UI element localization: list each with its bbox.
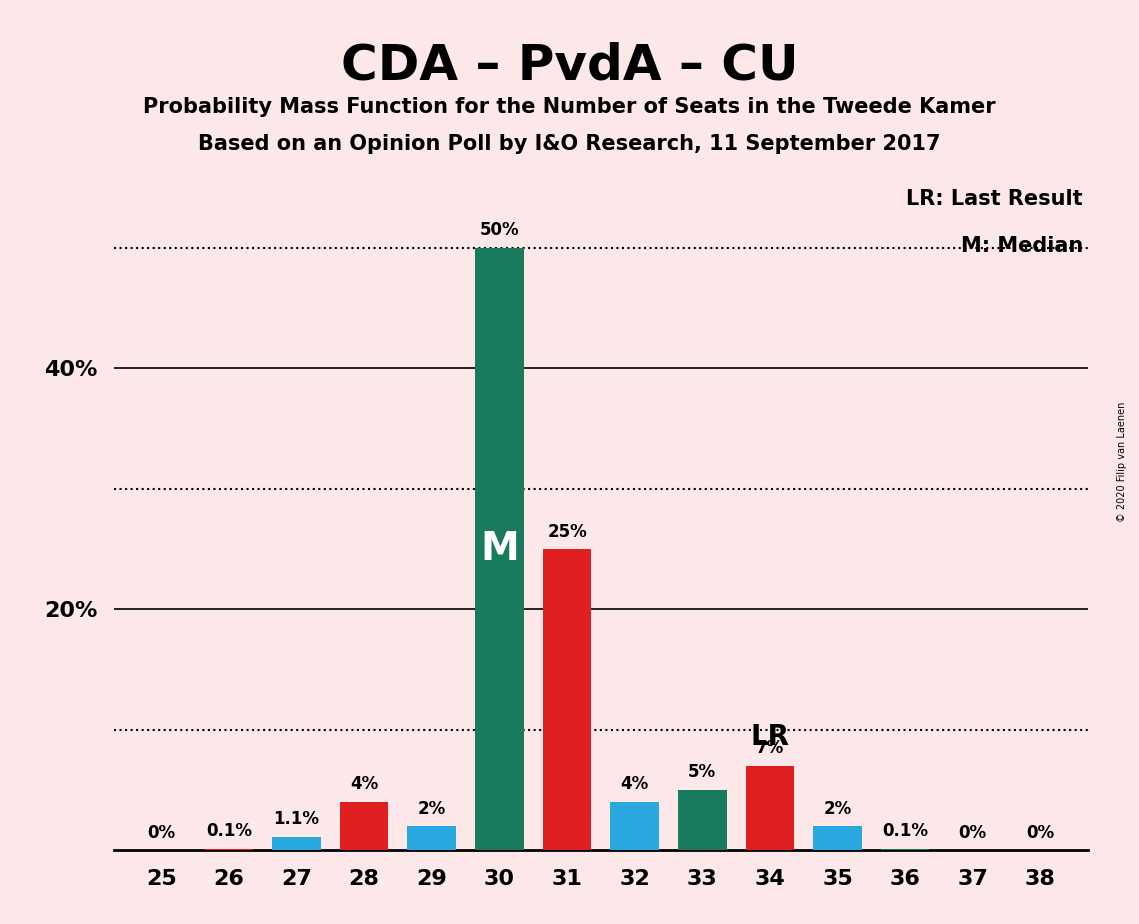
- Text: 0%: 0%: [147, 823, 175, 842]
- Bar: [813, 826, 862, 850]
- Bar: [339, 802, 388, 850]
- Text: 50%: 50%: [480, 222, 519, 239]
- Text: 1.1%: 1.1%: [273, 810, 320, 829]
- Bar: [880, 849, 929, 850]
- Text: Based on an Opinion Poll by I&O Research, 11 September 2017: Based on an Opinion Poll by I&O Research…: [198, 134, 941, 154]
- Text: M: M: [480, 530, 518, 568]
- Bar: [678, 790, 727, 850]
- Bar: [611, 802, 659, 850]
- Text: 25%: 25%: [547, 523, 587, 541]
- Text: © 2020 Filip van Laenen: © 2020 Filip van Laenen: [1117, 402, 1126, 522]
- Text: M: Median: M: Median: [960, 237, 1083, 256]
- Text: 4%: 4%: [350, 775, 378, 794]
- Bar: [475, 248, 524, 850]
- Bar: [408, 826, 456, 850]
- Text: 0%: 0%: [1026, 823, 1055, 842]
- Text: 7%: 7%: [756, 739, 784, 758]
- Text: 0%: 0%: [959, 823, 986, 842]
- Text: Probability Mass Function for the Number of Seats in the Tweede Kamer: Probability Mass Function for the Number…: [144, 97, 995, 117]
- Text: 2%: 2%: [418, 799, 445, 818]
- Bar: [542, 549, 591, 850]
- Bar: [272, 837, 321, 850]
- Bar: [746, 766, 794, 850]
- Text: 5%: 5%: [688, 763, 716, 782]
- Text: 0.1%: 0.1%: [882, 822, 928, 841]
- Text: 4%: 4%: [621, 775, 649, 794]
- Text: LR: Last Result: LR: Last Result: [907, 189, 1083, 209]
- Text: 2%: 2%: [823, 799, 852, 818]
- Text: LR: LR: [751, 723, 789, 751]
- Text: 0.1%: 0.1%: [206, 822, 252, 841]
- Bar: [205, 849, 253, 850]
- Text: CDA – PvdA – CU: CDA – PvdA – CU: [341, 42, 798, 90]
